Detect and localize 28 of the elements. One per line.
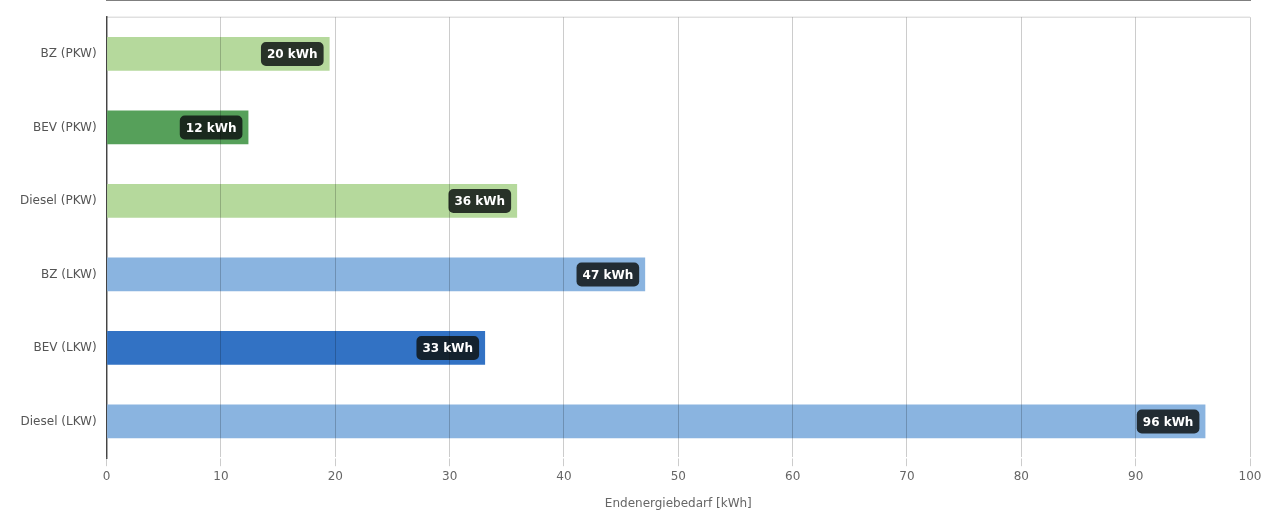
y-tick-label: BZ (LKW) (41, 266, 97, 281)
x-tick-label: 60 (785, 468, 801, 483)
y-tick-label: BEV (PKW) (32, 119, 97, 134)
bar (107, 331, 486, 365)
y-tick-label: Diesel (PKW) (19, 193, 97, 208)
data-label: 20 kWh (266, 47, 318, 62)
data-label: 12 kWh (185, 120, 237, 135)
x-tick-label: 90 (1128, 468, 1144, 483)
x-tick-label: 30 (442, 468, 458, 483)
y-tick-label: Diesel (LKW) (20, 413, 97, 428)
bar (107, 184, 518, 218)
data-label: 96 kWh (1142, 414, 1194, 429)
x-tick-label: 0 (102, 468, 111, 483)
x-tick-label: 80 (1013, 468, 1029, 483)
x-tick-label: 100 (1238, 468, 1262, 483)
x-axis-title: Endenergiebedarf [kWh] (604, 495, 752, 510)
x-tick-label: 10 (213, 468, 229, 483)
data-label: 36 kWh (454, 194, 506, 209)
x-tick-label: 70 (899, 468, 915, 483)
x-tick-label: 20 (327, 468, 343, 483)
bar (107, 257, 646, 292)
bar (107, 404, 1206, 439)
x-tick-label: 50 (670, 468, 686, 483)
x-tick-label: 40 (556, 468, 572, 483)
data-label: 33 kWh (422, 341, 474, 356)
y-tick-label: BEV (LKW) (33, 340, 97, 355)
y-tick-label: BZ (PKW) (40, 46, 97, 61)
data-label: 47 kWh (582, 267, 634, 282)
